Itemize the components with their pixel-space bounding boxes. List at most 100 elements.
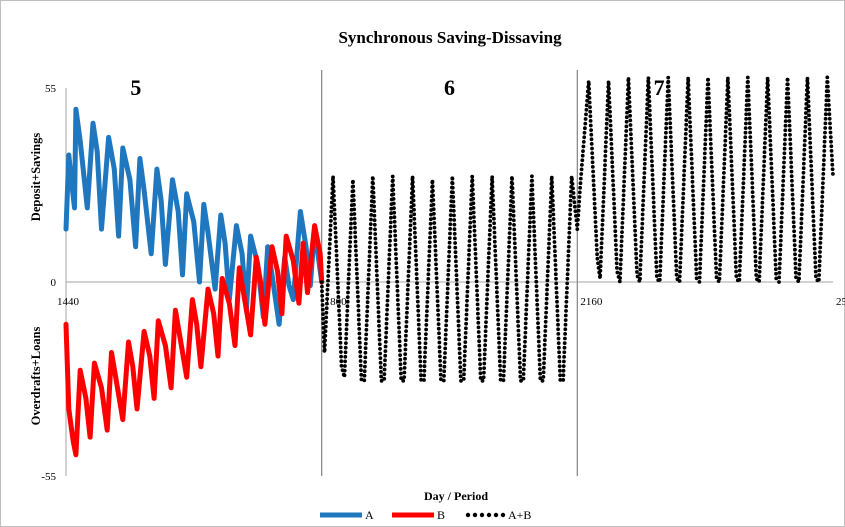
data-point-ab: [396, 321, 401, 325]
data-point-ab: [412, 212, 417, 217]
data-point-ab: [650, 159, 654, 164]
data-point-ab: [790, 197, 795, 202]
data-point-ab: [664, 121, 669, 126]
data-point-ab: [592, 206, 597, 211]
data-point-ab: [565, 267, 570, 272]
data-point-ab: [536, 335, 541, 339]
data-point-ab: [733, 255, 738, 260]
data-point-ab: [553, 258, 558, 263]
data-point-ab: [410, 180, 415, 185]
data-point-ab: [464, 321, 468, 326]
data-point-ab: [482, 352, 487, 357]
data-point-ab: [615, 266, 619, 270]
data-point-ab: [813, 269, 818, 274]
data-point-ab: [433, 239, 437, 244]
data-point-ab: [631, 192, 636, 196]
data-point-ab: [358, 363, 363, 368]
data-point-ab: [391, 183, 395, 188]
data-point-ab: [463, 349, 467, 354]
data-point-ab: [412, 217, 417, 221]
data-point-ab: [562, 350, 567, 355]
data-point-ab: [338, 345, 343, 350]
data-point-ab: [739, 241, 743, 245]
data-point-ab: [417, 341, 422, 345]
data-point-ab: [817, 268, 822, 273]
data-point-ab: [809, 173, 814, 178]
data-point-ab: [565, 286, 569, 290]
data-point-ab: [344, 327, 349, 332]
data-point-ab: [758, 242, 763, 247]
data-point-ab: [456, 319, 461, 323]
data-point-ab: [699, 238, 704, 243]
data-point-ab: [343, 354, 348, 359]
data-point-ab: [593, 215, 598, 220]
data-point-ab: [706, 82, 711, 87]
data-point-ab: [728, 122, 732, 127]
data-point-ab: [356, 317, 361, 322]
data-point-ab: [564, 290, 569, 295]
data-point-ab: [407, 246, 412, 251]
data-point-ab: [682, 155, 687, 159]
data-point-ab: [581, 140, 586, 144]
data-point-ab: [630, 164, 635, 169]
data-point-ab: [477, 353, 482, 357]
data-point-ab: [782, 146, 787, 151]
data-point-ab: [701, 192, 705, 197]
data-point-ab: [555, 304, 560, 309]
x-tick-label: 1440: [57, 296, 80, 308]
data-point-ab: [732, 237, 737, 242]
data-point-ab: [599, 250, 604, 255]
data-point-ab: [819, 208, 824, 213]
data-point-ab: [383, 349, 388, 353]
data-point-ab: [753, 263, 758, 268]
data-point-ab: [692, 216, 696, 221]
data-point-ab: [494, 267, 498, 272]
data-point-ab: [792, 229, 796, 234]
data-point-ab: [825, 75, 830, 80]
data-point-ab: [545, 269, 550, 274]
data-point-ab: [505, 281, 510, 286]
data-point-ab: [761, 177, 766, 182]
data-point-ab: [473, 247, 478, 252]
data-point-ab: [613, 229, 618, 234]
data-point-ab: [641, 194, 646, 198]
data-point-ab: [454, 259, 458, 264]
data-point-ab: [571, 191, 576, 195]
data-point-ab: [567, 230, 572, 235]
data-point-ab: [323, 338, 327, 343]
data-point-ab: [717, 276, 722, 281]
data-point-ab: [799, 230, 803, 235]
data-point-ab: [780, 197, 785, 202]
data-point-ab: [458, 369, 463, 374]
data-point-ab: [648, 126, 653, 131]
data-point-ab: [517, 360, 522, 365]
data-point-ab: [326, 264, 331, 269]
data-point-ab: [777, 261, 782, 266]
data-point-ab: [426, 277, 431, 281]
data-point-ab: [349, 212, 354, 217]
data-point-ab: [345, 313, 349, 318]
data-point-ab: [552, 244, 557, 249]
data-point-ab: [601, 195, 606, 200]
data-point-ab: [703, 133, 708, 137]
data-point-ab: [488, 205, 493, 210]
data-point-ab: [431, 207, 436, 212]
data-point-ab: [354, 253, 358, 258]
data-point-ab: [537, 362, 542, 367]
data-point-ab: [488, 209, 493, 214]
data-point-ab: [465, 289, 470, 294]
data-point-ab: [821, 162, 826, 167]
legend-label-b: B: [437, 508, 445, 522]
data-point-ab: [769, 170, 774, 175]
data-point-ab: [578, 181, 583, 186]
data-point-ab: [379, 374, 383, 379]
data-point-ab: [729, 159, 734, 164]
data-point-ab: [697, 275, 702, 280]
data-point-ab: [672, 217, 677, 222]
data-point-ab: [335, 262, 339, 267]
data-point-ab: [591, 183, 596, 188]
data-point-ab: [645, 111, 649, 116]
data-point-ab: [698, 252, 703, 257]
data-point-ab: [369, 217, 373, 222]
data-point-ab: [669, 153, 674, 158]
